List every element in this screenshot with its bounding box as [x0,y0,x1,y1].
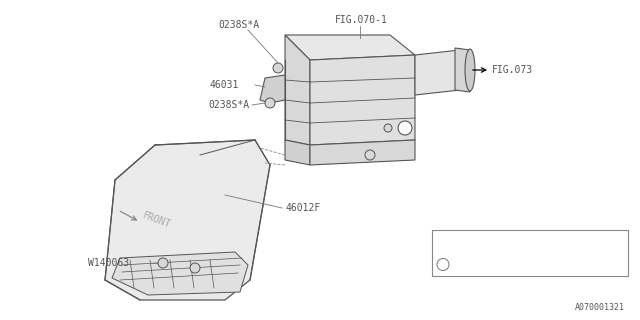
Circle shape [384,124,392,132]
Text: 46012F: 46012F [285,203,320,213]
Text: M12009 <-'13MY1305>: M12009 <-'13MY1305> [458,238,560,247]
FancyBboxPatch shape [432,230,628,276]
Text: A070001321: A070001321 [575,303,625,312]
Text: 0238S*A: 0238S*A [218,20,259,30]
Polygon shape [112,252,248,295]
Text: 1: 1 [403,124,408,132]
Circle shape [273,63,283,73]
Polygon shape [310,55,415,145]
Polygon shape [285,35,310,145]
Circle shape [365,150,375,160]
Ellipse shape [465,49,475,91]
Polygon shape [105,140,270,300]
Polygon shape [455,48,470,92]
Text: W140063: W140063 [88,258,129,268]
Text: FRONT: FRONT [141,210,172,230]
Circle shape [437,259,449,270]
Text: FIG.073: FIG.073 [492,65,533,75]
Circle shape [158,258,168,268]
Text: FIG.070-1: FIG.070-1 [335,15,388,25]
Text: A50688 <'13MY1305->: A50688 <'13MY1305-> [458,260,560,269]
Polygon shape [415,50,460,95]
Polygon shape [285,140,310,165]
Polygon shape [310,140,415,165]
Text: 46031: 46031 [210,80,239,90]
Circle shape [398,121,412,135]
Circle shape [265,98,275,108]
Text: 1: 1 [441,260,445,269]
Polygon shape [285,35,415,60]
Text: 0238S*A: 0238S*A [208,100,249,110]
Circle shape [190,263,200,273]
Polygon shape [260,75,285,103]
